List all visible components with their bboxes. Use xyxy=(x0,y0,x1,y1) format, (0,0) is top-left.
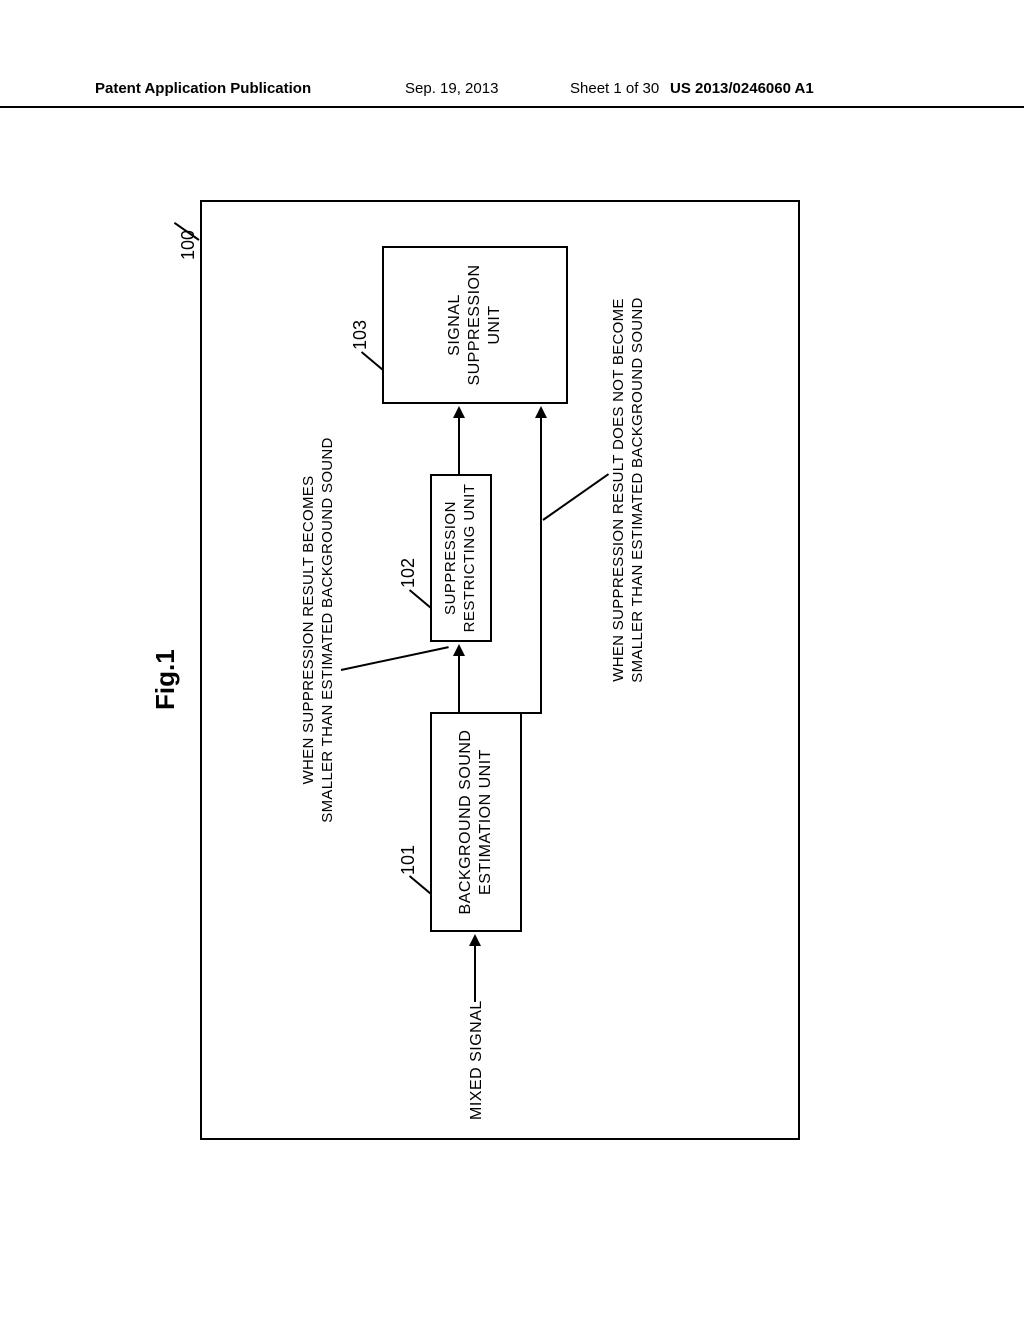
ref-101: 101 xyxy=(398,845,419,875)
ref-102: 102 xyxy=(398,558,419,588)
page-header: Patent Application Publication Sep. 19, … xyxy=(0,78,1024,108)
block-103-label: SIGNAL SUPPRESSION UNIT xyxy=(445,264,505,385)
page: Patent Application Publication Sep. 19, … xyxy=(0,0,1024,1320)
block-background-sound-estimation: BACKGROUND SOUND ESTIMATION UNIT xyxy=(430,712,522,932)
block-signal-suppression: SIGNAL SUPPRESSION UNIT xyxy=(382,246,568,404)
header-pub-number: US 2013/0246060 A1 xyxy=(670,80,814,97)
block-102-label: SUPPRESSION RESTRICTING UNIT xyxy=(442,484,480,633)
ref-103: 103 xyxy=(350,320,371,350)
input-signal-label: MIXED SIGNAL xyxy=(468,1000,486,1120)
caption-top: WHEN SUPPRESSION RESULT BECOMES SMALLER … xyxy=(300,400,338,860)
header-publication-label: Patent Application Publication xyxy=(95,80,311,97)
header-sheet: Sheet 1 of 30 xyxy=(570,80,659,97)
caption-top-text: WHEN SUPPRESSION RESULT BECOMES SMALLER … xyxy=(300,437,336,822)
figure-title: Fig.1 xyxy=(150,649,181,710)
caption-bottom-text: WHEN SUPPRESSION RESULT DOES NOT BECOME … xyxy=(610,297,646,682)
block-suppression-restricting: SUPPRESSION RESTRICTING UNIT xyxy=(430,474,492,642)
caption-bottom: WHEN SUPPRESSION RESULT DOES NOT BECOME … xyxy=(610,230,648,750)
header-date: Sep. 19, 2013 xyxy=(405,80,498,97)
figure-1: Fig.1 100 MIXED SIGNAL BACKGROUND SOUND … xyxy=(140,160,860,1180)
block-101-label: BACKGROUND SOUND ESTIMATION UNIT xyxy=(456,730,496,915)
